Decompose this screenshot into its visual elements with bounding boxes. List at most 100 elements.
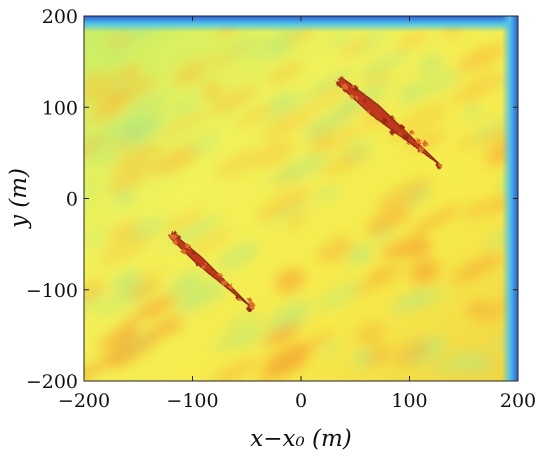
heatmap-blob xyxy=(102,336,155,369)
heatmap-blob xyxy=(275,268,306,293)
heatmap-blob xyxy=(304,68,356,98)
heatmap-blob xyxy=(463,105,483,120)
heatmap-blob xyxy=(107,76,156,106)
target-speckle xyxy=(401,126,405,130)
target-speckle xyxy=(402,134,409,141)
target-speckle xyxy=(382,118,388,124)
target-speckle xyxy=(248,302,256,309)
heatmap-blob xyxy=(407,205,463,236)
heatmap-blob xyxy=(316,280,363,311)
heatmap-blob xyxy=(209,357,260,381)
heatmap-blob xyxy=(232,320,280,350)
heatmap-blob xyxy=(280,151,331,183)
target-speckle xyxy=(390,115,395,120)
target-speckle xyxy=(336,83,341,87)
target-speckle xyxy=(341,83,348,90)
target-speckle xyxy=(341,76,344,79)
heatmap-blob xyxy=(145,316,185,341)
x-axis-ticks: −200 −100 0 100 200 xyxy=(58,16,536,412)
heatmap-blob xyxy=(375,178,432,213)
target-speckle xyxy=(366,110,370,114)
target-speckle xyxy=(235,294,240,300)
heatmap-blob xyxy=(338,37,372,58)
heatmap-blob xyxy=(128,215,168,241)
heatmap-blob xyxy=(104,48,130,64)
y-axis-label: y (m) xyxy=(6,168,32,229)
target-speckle xyxy=(172,239,178,245)
target-speckle xyxy=(181,249,187,255)
heatmap-blob xyxy=(112,142,164,174)
y-axis-ticks: −200 −100 0 100 200 xyxy=(26,6,518,393)
heatmap-blob xyxy=(450,71,506,105)
heatmap-blob xyxy=(466,299,489,317)
x-tick-label: −100 xyxy=(166,390,218,412)
x-tick-label: 100 xyxy=(391,390,427,412)
heatmap-blob xyxy=(216,148,261,178)
heatmap-blob xyxy=(471,355,495,376)
heatmap-blob xyxy=(397,80,431,104)
heatmap-blob xyxy=(114,187,135,206)
heatmap-blob xyxy=(119,66,143,82)
heatmap-blob xyxy=(404,236,432,260)
target-speckle xyxy=(406,142,410,145)
target-speckle xyxy=(351,85,355,89)
heatmap-blob xyxy=(173,58,211,83)
heatmap-blob xyxy=(224,308,262,330)
heatmap-blob xyxy=(84,279,106,305)
target-1 xyxy=(335,76,443,170)
target-body xyxy=(335,76,443,168)
heatmap-blob xyxy=(111,271,142,296)
heatmap-blob xyxy=(260,105,316,140)
heatmap-blob xyxy=(254,139,295,168)
heatmap-blob xyxy=(314,186,340,202)
target-speckle xyxy=(184,243,191,249)
target-speckle xyxy=(230,283,233,286)
heatmap-blob xyxy=(261,93,310,122)
heatmap-blob xyxy=(431,353,466,376)
heatmap-blob xyxy=(351,349,375,369)
y-tick-label: 100 xyxy=(42,97,78,119)
heatmap-blob xyxy=(225,37,260,57)
heatmap-blob xyxy=(161,210,204,235)
heatmap-blob xyxy=(451,253,504,284)
heatmap-blob xyxy=(114,325,142,344)
heatmap-blob xyxy=(84,230,108,247)
target-speckle xyxy=(237,298,241,301)
heatmap-blob xyxy=(257,188,311,221)
heatmap-blob xyxy=(175,279,228,313)
target-speckle xyxy=(422,141,428,147)
heatmap-blob xyxy=(395,30,430,51)
heatmap-blob xyxy=(347,244,374,266)
heatmap-blob xyxy=(269,90,297,110)
heatmap-blob xyxy=(190,229,230,255)
heatmap-blob xyxy=(212,323,260,351)
heatmap-blob xyxy=(402,103,448,133)
heatmap-blob xyxy=(128,281,161,300)
target-speckle xyxy=(247,298,252,302)
heatmap-blob xyxy=(285,212,309,229)
target-speckle xyxy=(221,280,228,286)
plot-area xyxy=(84,16,518,381)
heatmap-blob xyxy=(309,124,362,156)
heatmap-blob xyxy=(84,360,107,381)
heatmap-blob xyxy=(342,139,374,164)
y-tick-label: −200 xyxy=(26,371,78,393)
heatmap-blob xyxy=(365,205,412,235)
heatmap-blob xyxy=(247,27,304,60)
heatmap-blob xyxy=(108,162,164,194)
heatmap-blob xyxy=(159,110,209,138)
heatmap-blob xyxy=(428,70,461,92)
target-speckle xyxy=(204,263,208,267)
target-speckle xyxy=(201,264,206,269)
x-tick-label: 0 xyxy=(295,390,307,412)
target-speckle xyxy=(210,268,213,271)
heatmap-blob xyxy=(169,95,203,116)
target-2 xyxy=(168,230,256,312)
heatmap-blob xyxy=(392,340,430,367)
heatmap-blob xyxy=(321,342,342,357)
heatmap-blob xyxy=(310,81,352,108)
y-tick-label: 200 xyxy=(42,6,78,28)
target-speckle xyxy=(176,235,181,239)
heatmap-blob xyxy=(120,301,164,327)
